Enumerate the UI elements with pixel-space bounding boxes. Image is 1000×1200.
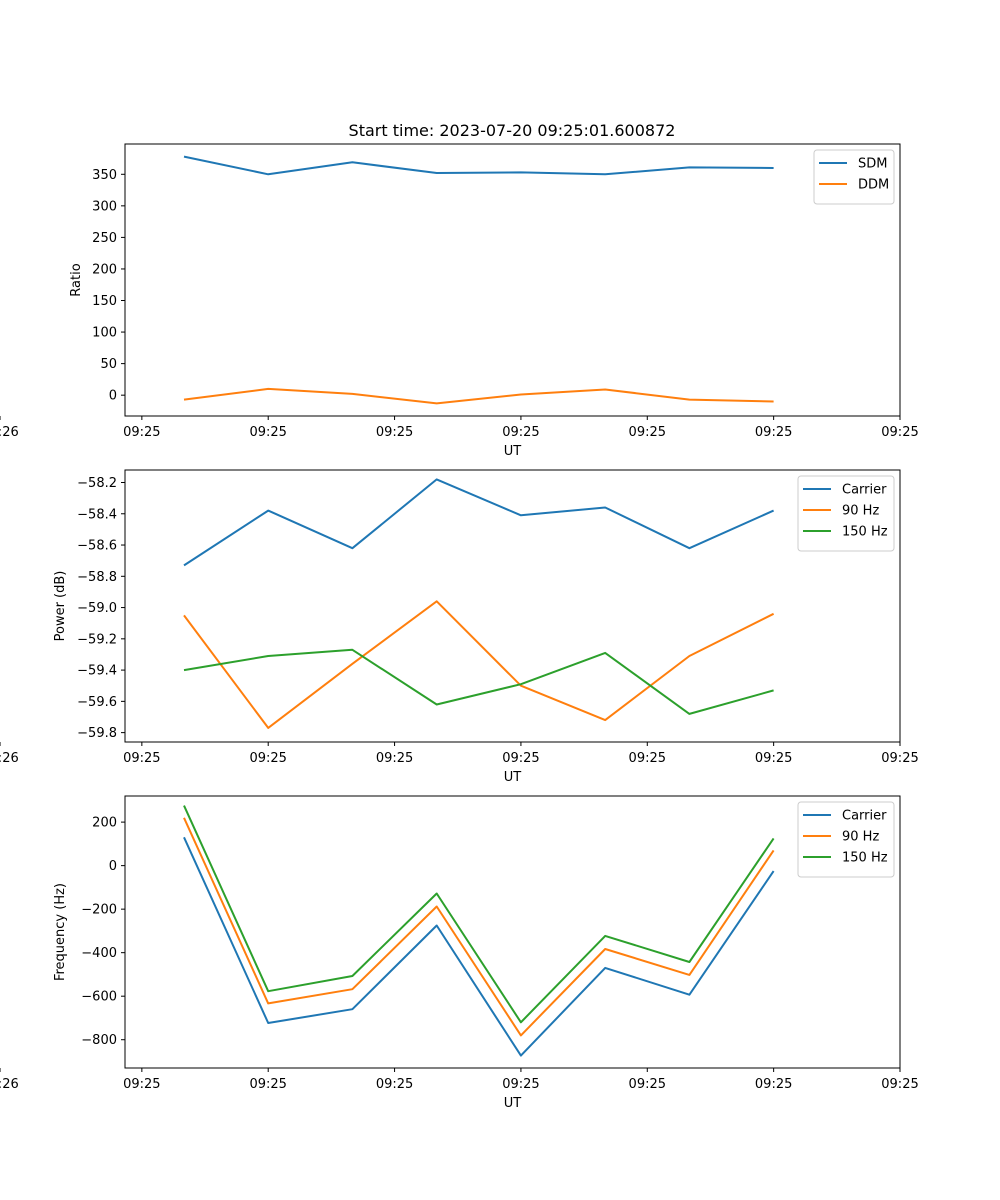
y-tick-label: 300 [92,199,117,214]
series-line-sdm [183,155,774,176]
x-tick-label: 09:25 [502,751,539,766]
legend-box [797,801,895,878]
x-tick-label: 09:25 [881,1077,918,1092]
y-tick-label: −59.0 [77,601,117,616]
legend-label: 150 Hz [842,525,888,540]
x-tick-label: 09:25 [755,425,792,440]
series-line-ddm [183,387,774,405]
x-tick-label: 09:25 [881,425,918,440]
x-tick-label: 09:25 [123,425,160,440]
y-tick-label: −200 [81,903,117,918]
y-tick-label: 100 [92,326,117,341]
chart-panel-3: 09:25 09:25 09:25 09:25 09:25 09:25 09:25 09:26… [0,795,919,1111]
x-tick-label: 09:25 [629,751,666,766]
series-line-150-hz [183,648,774,715]
legend-label: DDM [858,178,889,193]
x-tick-label: 09:25 [249,425,286,440]
chart-panel-2: 09:25 09:25 09:25 09:25 09:25 09:25 09:25 09:26… [0,469,919,785]
x-tick-label: 09:26 [0,1077,19,1092]
x-tick-label: 09:25 [376,1077,413,1092]
x-tick-label: 09:26 [0,751,19,766]
y-axis-label: Frequency (Hz) [53,883,68,981]
y-tick-label: 200 [92,816,117,831]
y-tick-label: −58.6 [77,539,117,554]
y-tick-label: 0 [109,859,117,874]
legend-label: 90 Hz [842,830,879,845]
x-tick-label: 09:25 [123,1077,160,1092]
x-tick-label: 09:25 [755,1077,792,1092]
y-tick-label: 350 [92,168,117,183]
x-tick-label: 09:26 [0,425,19,440]
y-tick-label: −58.2 [77,476,117,491]
series-line-90-hz [183,600,775,729]
x-tick-label: 09:25 [629,425,666,440]
x-tick-label: 09:25 [502,1077,539,1092]
x-tick-label: 09:25 [249,751,286,766]
y-axis-label: Ratio [69,263,84,296]
legend-label: 90 Hz [842,504,879,519]
y-tick-label: −600 [81,990,117,1005]
legend-label: 150 Hz [842,851,888,866]
figure-title: Start time: 2023-07-20 09:25:01.600872 [349,121,676,140]
axes-frame [124,795,901,1069]
series-line-90-hz [183,817,775,1037]
axes-frame [124,143,901,417]
x-tick-label: 09:25 [755,751,792,766]
legend-box [797,475,895,552]
y-tick-label: −58.4 [77,507,117,522]
y-tick-label: −59.8 [77,726,117,741]
legend-label: Carrier [842,809,887,824]
axes-frame [124,469,901,743]
legend: SDM DDM [813,149,895,205]
legend-label: Carrier [842,483,887,498]
series-line-carrier [183,836,775,1057]
x-tick-label: 09:25 [502,425,539,440]
chart-panel-1: 09:25 09:25 09:25 09:25 09:25 09:25 09:25 09:26… [0,143,919,459]
y-tick-label: 200 [92,262,117,277]
legend: Carrier 90 Hz 150 Hz [797,801,895,878]
y-tick-label: 50 [100,357,117,372]
y-tick-label: −59.4 [77,664,117,679]
y-tick-label: −800 [81,1033,117,1048]
x-tick-label: 09:25 [881,751,918,766]
y-axis-label: Power (dB) [53,571,68,642]
series-line-carrier [183,478,775,567]
x-axis-label: UT [504,770,522,785]
panels: 09:25 09:25 09:25 09:25 09:25 09:25 09:25 09:26… [0,143,919,1111]
x-tick-label: 09:25 [123,751,160,766]
y-tick-label: −58.8 [77,570,117,585]
x-tick-label: 09:25 [629,1077,666,1092]
y-tick-label: 0 [109,389,117,404]
y-tick-label: −59.2 [77,632,117,647]
x-axis-label: UT [504,1096,522,1111]
series-line-150-hz [183,805,775,1024]
y-tick-label: 150 [92,294,117,309]
x-tick-label: 09:25 [376,751,413,766]
x-tick-label: 09:25 [376,425,413,440]
legend: Carrier 90 Hz 150 Hz [797,475,895,552]
x-tick-label: 09:25 [249,1077,286,1092]
x-axis-label: UT [504,444,522,459]
legend-label: SDM [858,157,887,172]
y-tick-label: −400 [81,946,117,961]
y-tick-label: −59.6 [77,695,117,710]
y-tick-label: 250 [92,231,117,246]
